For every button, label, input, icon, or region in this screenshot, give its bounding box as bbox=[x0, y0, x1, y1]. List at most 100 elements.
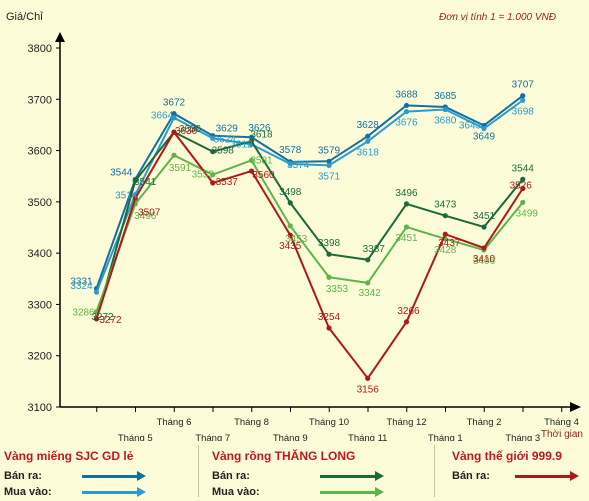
data-label: 3618 bbox=[250, 129, 273, 140]
data-point bbox=[442, 106, 448, 113]
data-label: 3286 bbox=[72, 308, 95, 319]
legend-label-thang-long-sell: Bán ra: bbox=[212, 470, 250, 482]
data-point bbox=[210, 135, 216, 141]
y-tick-label: 3100 bbox=[28, 402, 52, 414]
data-label: 3579 bbox=[318, 145, 341, 156]
data-label: 3272 bbox=[99, 315, 122, 326]
legend-title-world: Vàng thế giới 999.9 bbox=[452, 449, 562, 463]
data-point bbox=[93, 289, 100, 295]
data-point bbox=[132, 178, 138, 184]
data-point bbox=[248, 157, 255, 163]
arrow-right-icon bbox=[137, 471, 146, 481]
data-label: 3496 bbox=[395, 188, 418, 199]
series-layer bbox=[93, 93, 526, 381]
data-point bbox=[248, 168, 255, 174]
arrow-right-icon bbox=[375, 471, 384, 481]
data-point bbox=[93, 316, 100, 322]
data-point bbox=[403, 224, 410, 230]
data-point bbox=[520, 93, 526, 99]
arrow-right-icon bbox=[375, 487, 384, 497]
data-label: 3636 bbox=[179, 124, 202, 135]
data-point bbox=[520, 97, 526, 103]
data-label: 3612 bbox=[230, 139, 253, 150]
data-label: 3598 bbox=[212, 146, 235, 157]
x-tick-label: Tháng 3 bbox=[505, 433, 540, 441]
legend-line-sjc-sell bbox=[82, 475, 137, 478]
data-label: 3664 bbox=[151, 111, 174, 122]
data-label: 3498 bbox=[279, 187, 302, 198]
data-point bbox=[403, 108, 410, 115]
data-label: 3507 bbox=[138, 207, 161, 218]
data-label: 3688 bbox=[395, 89, 418, 100]
data-label: 3526 bbox=[510, 181, 533, 192]
legend-separator bbox=[198, 445, 199, 497]
data-label: 3451 bbox=[395, 233, 418, 244]
data-label: 3591 bbox=[169, 163, 192, 174]
data-point bbox=[210, 172, 216, 178]
data-label: 3342 bbox=[359, 288, 382, 299]
legend: Vàng miếng SJC GD lẻ Bán ra: Mua vào: Và… bbox=[0, 441, 589, 501]
x-tick-label: Tháng 7 bbox=[195, 433, 230, 441]
data-point bbox=[403, 201, 410, 207]
x-tick-label: Tháng 8 bbox=[234, 417, 269, 428]
data-label: 3514 bbox=[115, 191, 138, 202]
legend-label-world-sell: Bán ra: bbox=[452, 470, 490, 482]
data-point bbox=[248, 138, 255, 144]
series-line-0 bbox=[95, 94, 524, 289]
x-tick-label: Tháng 10 bbox=[309, 417, 349, 428]
x-tick-label: Tháng 9 bbox=[273, 433, 308, 441]
data-label: 3643 bbox=[459, 121, 482, 132]
data-label: 3156 bbox=[357, 384, 380, 395]
chart-canvas: Giá/Chỉ Đơn vị tính 1 = 1.000 VNĐ Thời g… bbox=[6, 11, 583, 441]
x-tick-label: Tháng 11 bbox=[348, 433, 387, 441]
data-label: 3672 bbox=[163, 98, 186, 109]
x-tick-label: Tháng 1 bbox=[428, 433, 463, 441]
data-point bbox=[287, 232, 293, 238]
series-line-1 bbox=[95, 99, 524, 293]
legend-label-sjc-sell: Bán ra: bbox=[4, 470, 42, 482]
y-tick-label: 3400 bbox=[28, 248, 52, 260]
legend-line-sjc-buy bbox=[82, 491, 137, 494]
data-label: 3629 bbox=[216, 124, 239, 135]
legend-line-thang-long-sell bbox=[320, 475, 375, 478]
data-label: 3272 bbox=[91, 312, 114, 323]
data-point bbox=[210, 148, 216, 155]
x-tick-label: Tháng 6 bbox=[157, 417, 192, 428]
y-axis-arrow bbox=[55, 32, 65, 42]
series-line-3 bbox=[95, 153, 524, 312]
data-label: 3353 bbox=[326, 284, 349, 295]
data-point bbox=[403, 319, 410, 325]
data-point bbox=[287, 161, 293, 167]
arrow-right-icon bbox=[137, 487, 146, 497]
data-label: 3680 bbox=[434, 116, 457, 127]
data-point bbox=[326, 162, 332, 169]
legend-line-world-sell bbox=[515, 475, 570, 478]
data-point bbox=[365, 280, 371, 286]
data-point bbox=[326, 274, 332, 280]
x-tick-label: Tháng 5 bbox=[118, 433, 153, 441]
data-label: 3581 bbox=[250, 155, 273, 166]
data-point bbox=[248, 134, 255, 140]
data-label: 3324 bbox=[70, 281, 93, 292]
data-label: 3541 bbox=[134, 177, 157, 188]
data-label: 3707 bbox=[512, 80, 535, 91]
legend-title-thang-long: Vàng rồng THĂNG LONG bbox=[212, 449, 356, 463]
data-point bbox=[365, 375, 371, 381]
data-label: 3560 bbox=[252, 170, 275, 181]
data-point bbox=[171, 115, 177, 121]
data-label: 3331 bbox=[70, 277, 93, 288]
axes: 3100 3200 3300 3400 3500 3600 3700 3800 Tháng 5 T… bbox=[28, 32, 581, 441]
data-label: 3537 bbox=[216, 177, 239, 188]
data-label: 3437 bbox=[438, 238, 461, 249]
data-point bbox=[520, 199, 526, 205]
legend-label-thang-long-buy: Mua vào: bbox=[212, 486, 260, 498]
data-point bbox=[287, 200, 293, 206]
data-point bbox=[442, 231, 448, 237]
data-point bbox=[171, 152, 177, 158]
data-label: 3685 bbox=[434, 91, 457, 102]
data-label: 3698 bbox=[512, 106, 535, 117]
data-point bbox=[403, 102, 410, 109]
data-labels-layer: 3331 3544 3672 3629 3626 3578 3579 3628 3688 3685… bbox=[70, 80, 538, 396]
data-label: 3254 bbox=[318, 312, 341, 323]
